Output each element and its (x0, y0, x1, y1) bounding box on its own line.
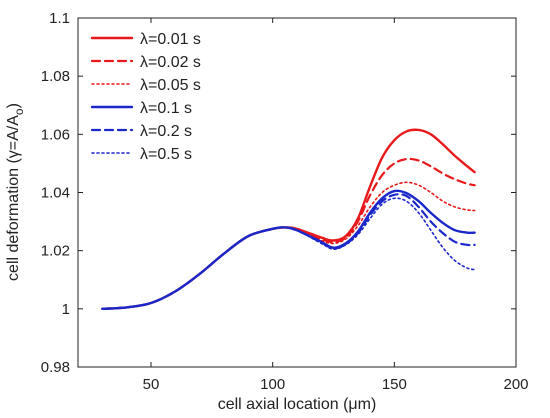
y-tick-label: 1.06 (41, 126, 70, 143)
legend-label: λ=0.5 s (140, 146, 192, 163)
y-axis-label: cell deformation (γ=A/Ao) (5, 103, 26, 281)
x-tick-label: 200 (503, 376, 528, 393)
y-tick-label: 1.04 (41, 185, 70, 202)
series-line-3 (101, 181, 476, 310)
legend: λ=0.01 s λ=0.02 s λ=0.05 s λ=0.1 s λ=0.2 s λ=… (90, 31, 201, 163)
y-tick-label: 0.98 (41, 359, 70, 376)
series-layer (101, 128, 476, 311)
x-axis-label: cell axial location (μm) (218, 396, 377, 413)
y-tick-label: 1 (62, 301, 70, 318)
y-axis-label-subscript: o (12, 108, 26, 115)
y-axis-label-close: ) (5, 103, 22, 108)
x-tick-label: 50 (143, 376, 160, 393)
ticks-layer: 50 100 150 200 0.98 1 1.02 1.04 1.06 1.08 1.1 (41, 10, 529, 393)
y-tick-label: 1.02 (41, 243, 70, 260)
y-axis-label-main: cell deformation (γ=A/A (5, 115, 22, 281)
series-line-6 (101, 197, 476, 310)
legend-label: λ=0.1 s (140, 100, 192, 117)
legend-label: λ=0.05 s (140, 77, 201, 94)
legend-label: λ=0.2 s (140, 123, 192, 140)
y-tick-label: 1.1 (49, 10, 70, 27)
plot-area (101, 128, 476, 311)
legend-label: λ=0.02 s (140, 54, 201, 71)
y-tick-label: 1.08 (41, 68, 70, 85)
x-tick-label: 150 (382, 376, 407, 393)
legend-label: λ=0.01 s (140, 31, 201, 48)
x-tick-label: 100 (260, 376, 285, 393)
